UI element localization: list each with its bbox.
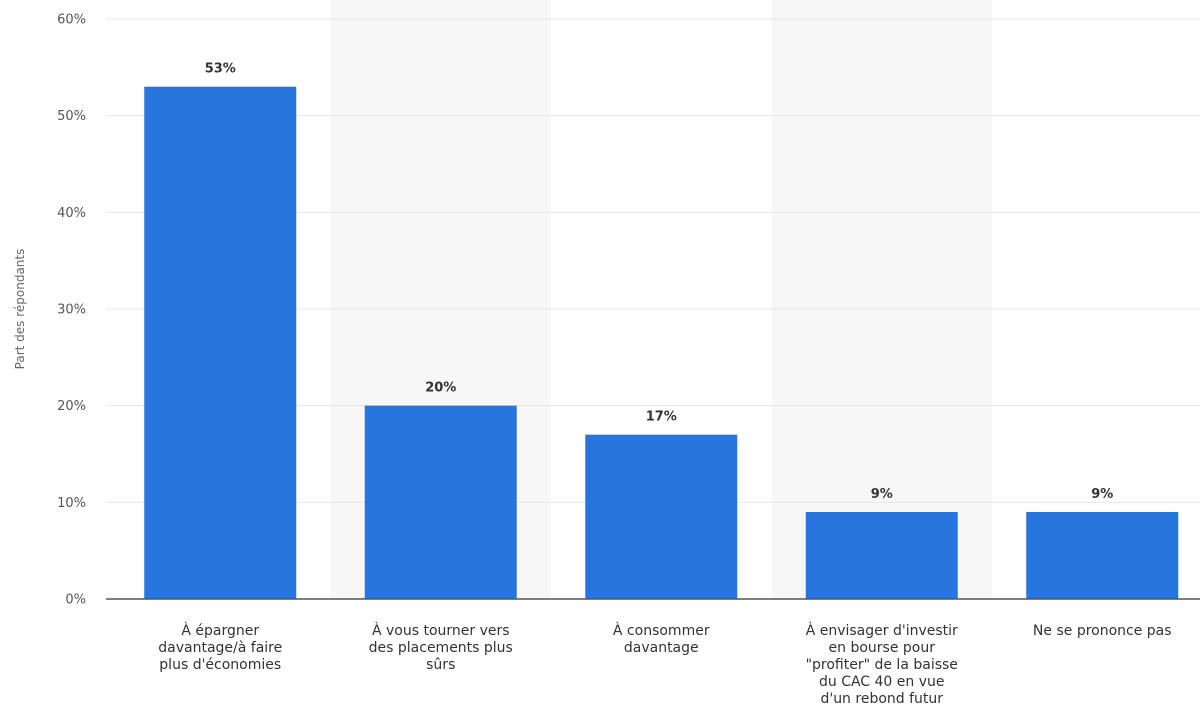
category-labels: À épargner davantage/à faire plus d'économ… — [158, 622, 1171, 707]
bar — [585, 434, 738, 599]
data-labels: 53% 20% 17% 9% 9% — [205, 62, 1114, 502]
y-tick-label: 0% — [65, 593, 86, 608]
data-label: 17% — [646, 410, 677, 425]
data-label: 9% — [1091, 487, 1113, 502]
category-label-line: sûrs — [426, 657, 455, 673]
category-label-line: des placements plus — [369, 640, 513, 656]
bar — [364, 405, 517, 599]
bar — [144, 86, 297, 599]
y-tick-label: 20% — [57, 399, 86, 414]
category-label-line: "profiter" de la baisse — [806, 657, 958, 673]
y-tick-label: 10% — [57, 496, 86, 511]
category-label: À épargner davantage/à faire plus d'économ… — [158, 622, 282, 673]
category-label: À envisager d'investir en bourse pour "pro… — [806, 622, 958, 707]
y-tick-label: 60% — [57, 13, 86, 28]
bars — [144, 86, 1179, 599]
category-label-line: d'un rebond futur — [820, 691, 943, 707]
category-label-line: davantage — [624, 640, 699, 656]
category-label-line: plus d'économies — [159, 657, 281, 673]
category-label: À consommer davantage — [613, 622, 710, 656]
data-label: 20% — [425, 381, 456, 396]
y-tick-label: 30% — [57, 303, 86, 318]
category-label-line: À envisager d'investir — [806, 622, 958, 639]
data-label: 53% — [205, 62, 236, 77]
category-label-line: davantage/à faire — [158, 640, 282, 656]
y-axis-ticks: 0% 10% 20% 30% 40% 50% 60% — [57, 13, 86, 608]
y-tick-label: 50% — [57, 109, 86, 124]
bar — [805, 512, 958, 599]
category-label-line: À vous tourner vers — [372, 622, 510, 639]
y-tick-label: 40% — [57, 206, 86, 221]
category-label: Ne se prononce pas — [1033, 623, 1172, 639]
category-band — [771, 0, 992, 599]
y-axis-title: Part des répondants — [13, 249, 27, 370]
category-label-line: en bourse pour — [829, 640, 936, 656]
category-label-line: À consommer — [613, 622, 710, 639]
category-label-line: du CAC 40 en vue — [819, 674, 945, 690]
category-label-line: À épargner — [181, 622, 259, 639]
data-label: 9% — [871, 487, 893, 502]
category-label: À vous tourner vers des placements plus sû… — [369, 622, 513, 673]
category-label-line: Ne se prononce pas — [1033, 623, 1172, 639]
bar — [1026, 512, 1179, 599]
